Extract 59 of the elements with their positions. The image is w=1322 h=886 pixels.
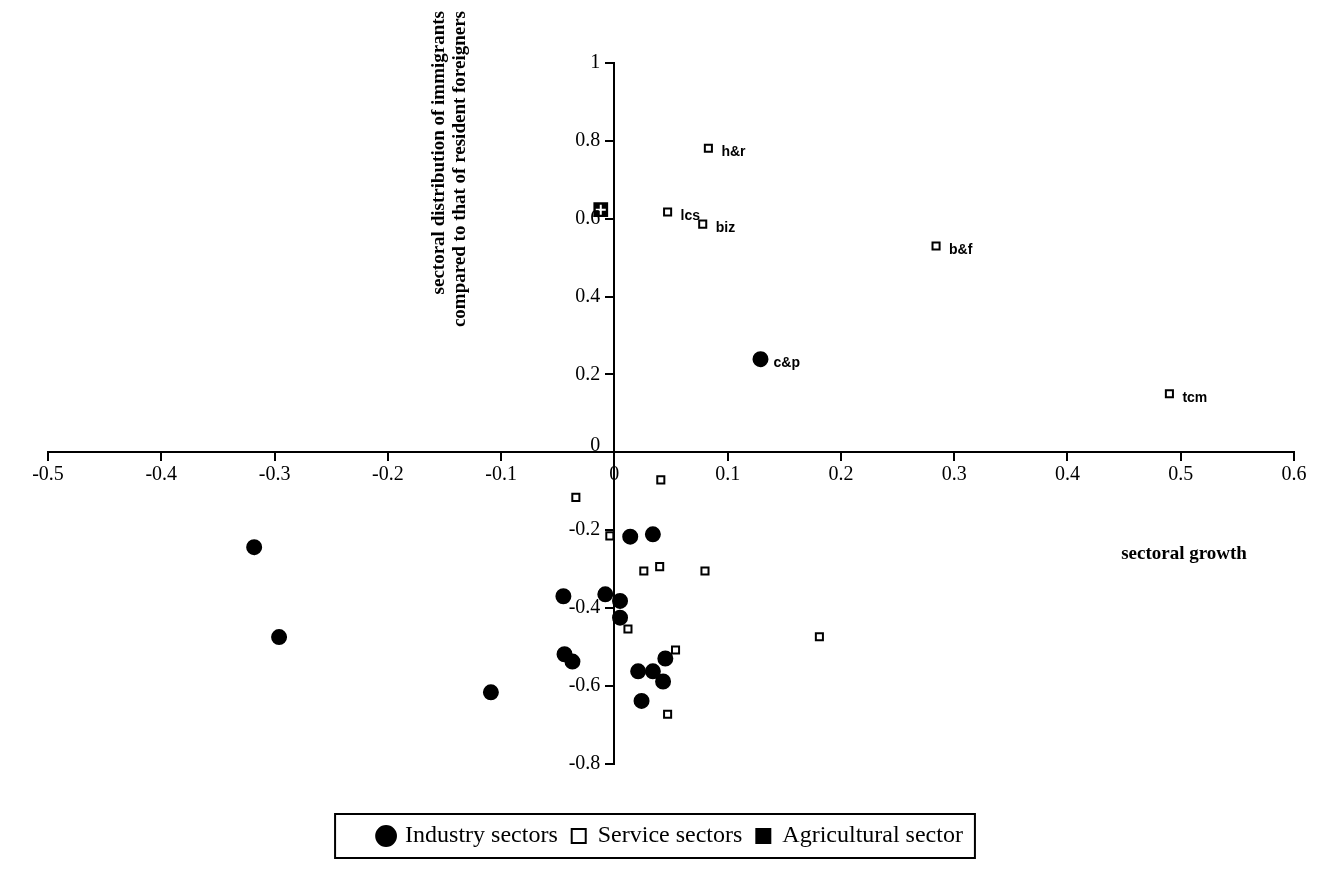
point xyxy=(564,653,581,670)
x-axis-title: sectoral growth xyxy=(1121,542,1248,564)
point xyxy=(644,663,661,680)
point xyxy=(752,351,769,368)
x-tick-label: -0.4 xyxy=(145,462,178,485)
point xyxy=(663,207,673,217)
point xyxy=(656,475,666,485)
x-tick-label: -0.5 xyxy=(32,462,64,485)
point xyxy=(1164,389,1174,399)
point xyxy=(271,629,288,646)
annotation: b&f xyxy=(949,240,973,257)
x-tick-label: 0.4 xyxy=(1054,462,1080,485)
y-tick-label: 1 xyxy=(590,50,601,73)
legend-label: Service sectors xyxy=(597,821,743,848)
point xyxy=(644,526,661,543)
point xyxy=(612,609,629,626)
legend-label: Industry sectors xyxy=(405,821,558,848)
x-tick-label: 0.2 xyxy=(828,462,854,485)
point xyxy=(663,709,673,719)
point xyxy=(622,528,639,545)
point xyxy=(698,219,708,229)
point xyxy=(655,562,665,572)
y-tick-label: 0.2 xyxy=(575,361,601,384)
annotation: c&p xyxy=(773,354,800,371)
annotation: h&r xyxy=(721,143,747,160)
annotation: lcs xyxy=(680,206,701,223)
x-tick-label: 0.5 xyxy=(1168,462,1194,485)
y-tick-label: -0.4 xyxy=(568,595,601,618)
point xyxy=(639,566,649,576)
y-tick-label: 0.4 xyxy=(575,283,601,306)
point xyxy=(655,673,672,690)
point xyxy=(703,143,713,153)
y-tick-label: -0.6 xyxy=(568,673,601,696)
y-tick-label: 0.8 xyxy=(575,128,601,151)
annotation: biz xyxy=(715,219,736,235)
point xyxy=(630,663,647,680)
y-tick-label: -0.8 xyxy=(568,750,601,773)
y-tick-label: -0.2 xyxy=(568,517,601,540)
point xyxy=(671,645,681,655)
point xyxy=(931,241,941,251)
point xyxy=(246,539,263,556)
y-tick-label: 0 xyxy=(590,433,601,456)
point xyxy=(700,566,710,576)
x-tick-label: -0.2 xyxy=(371,462,404,485)
x-tick-label: 0.6 xyxy=(1281,462,1307,485)
point xyxy=(623,624,633,634)
point xyxy=(657,650,674,667)
x-tick-label: 0.3 xyxy=(941,462,967,485)
y-axis-title: sectoral distribution of immigrants compared to that of resident foreigners xyxy=(427,11,470,328)
point xyxy=(633,692,650,709)
point xyxy=(571,492,581,502)
point xyxy=(482,684,499,701)
point xyxy=(814,632,824,642)
annotation: tcm xyxy=(1182,388,1208,405)
point xyxy=(612,592,629,609)
legend-label: Agricultural sector xyxy=(782,821,963,848)
x-tick-label: -0.1 xyxy=(485,462,517,485)
x-tick-label: -0.3 xyxy=(258,462,291,485)
x-tick-label: 0.1 xyxy=(715,462,741,485)
